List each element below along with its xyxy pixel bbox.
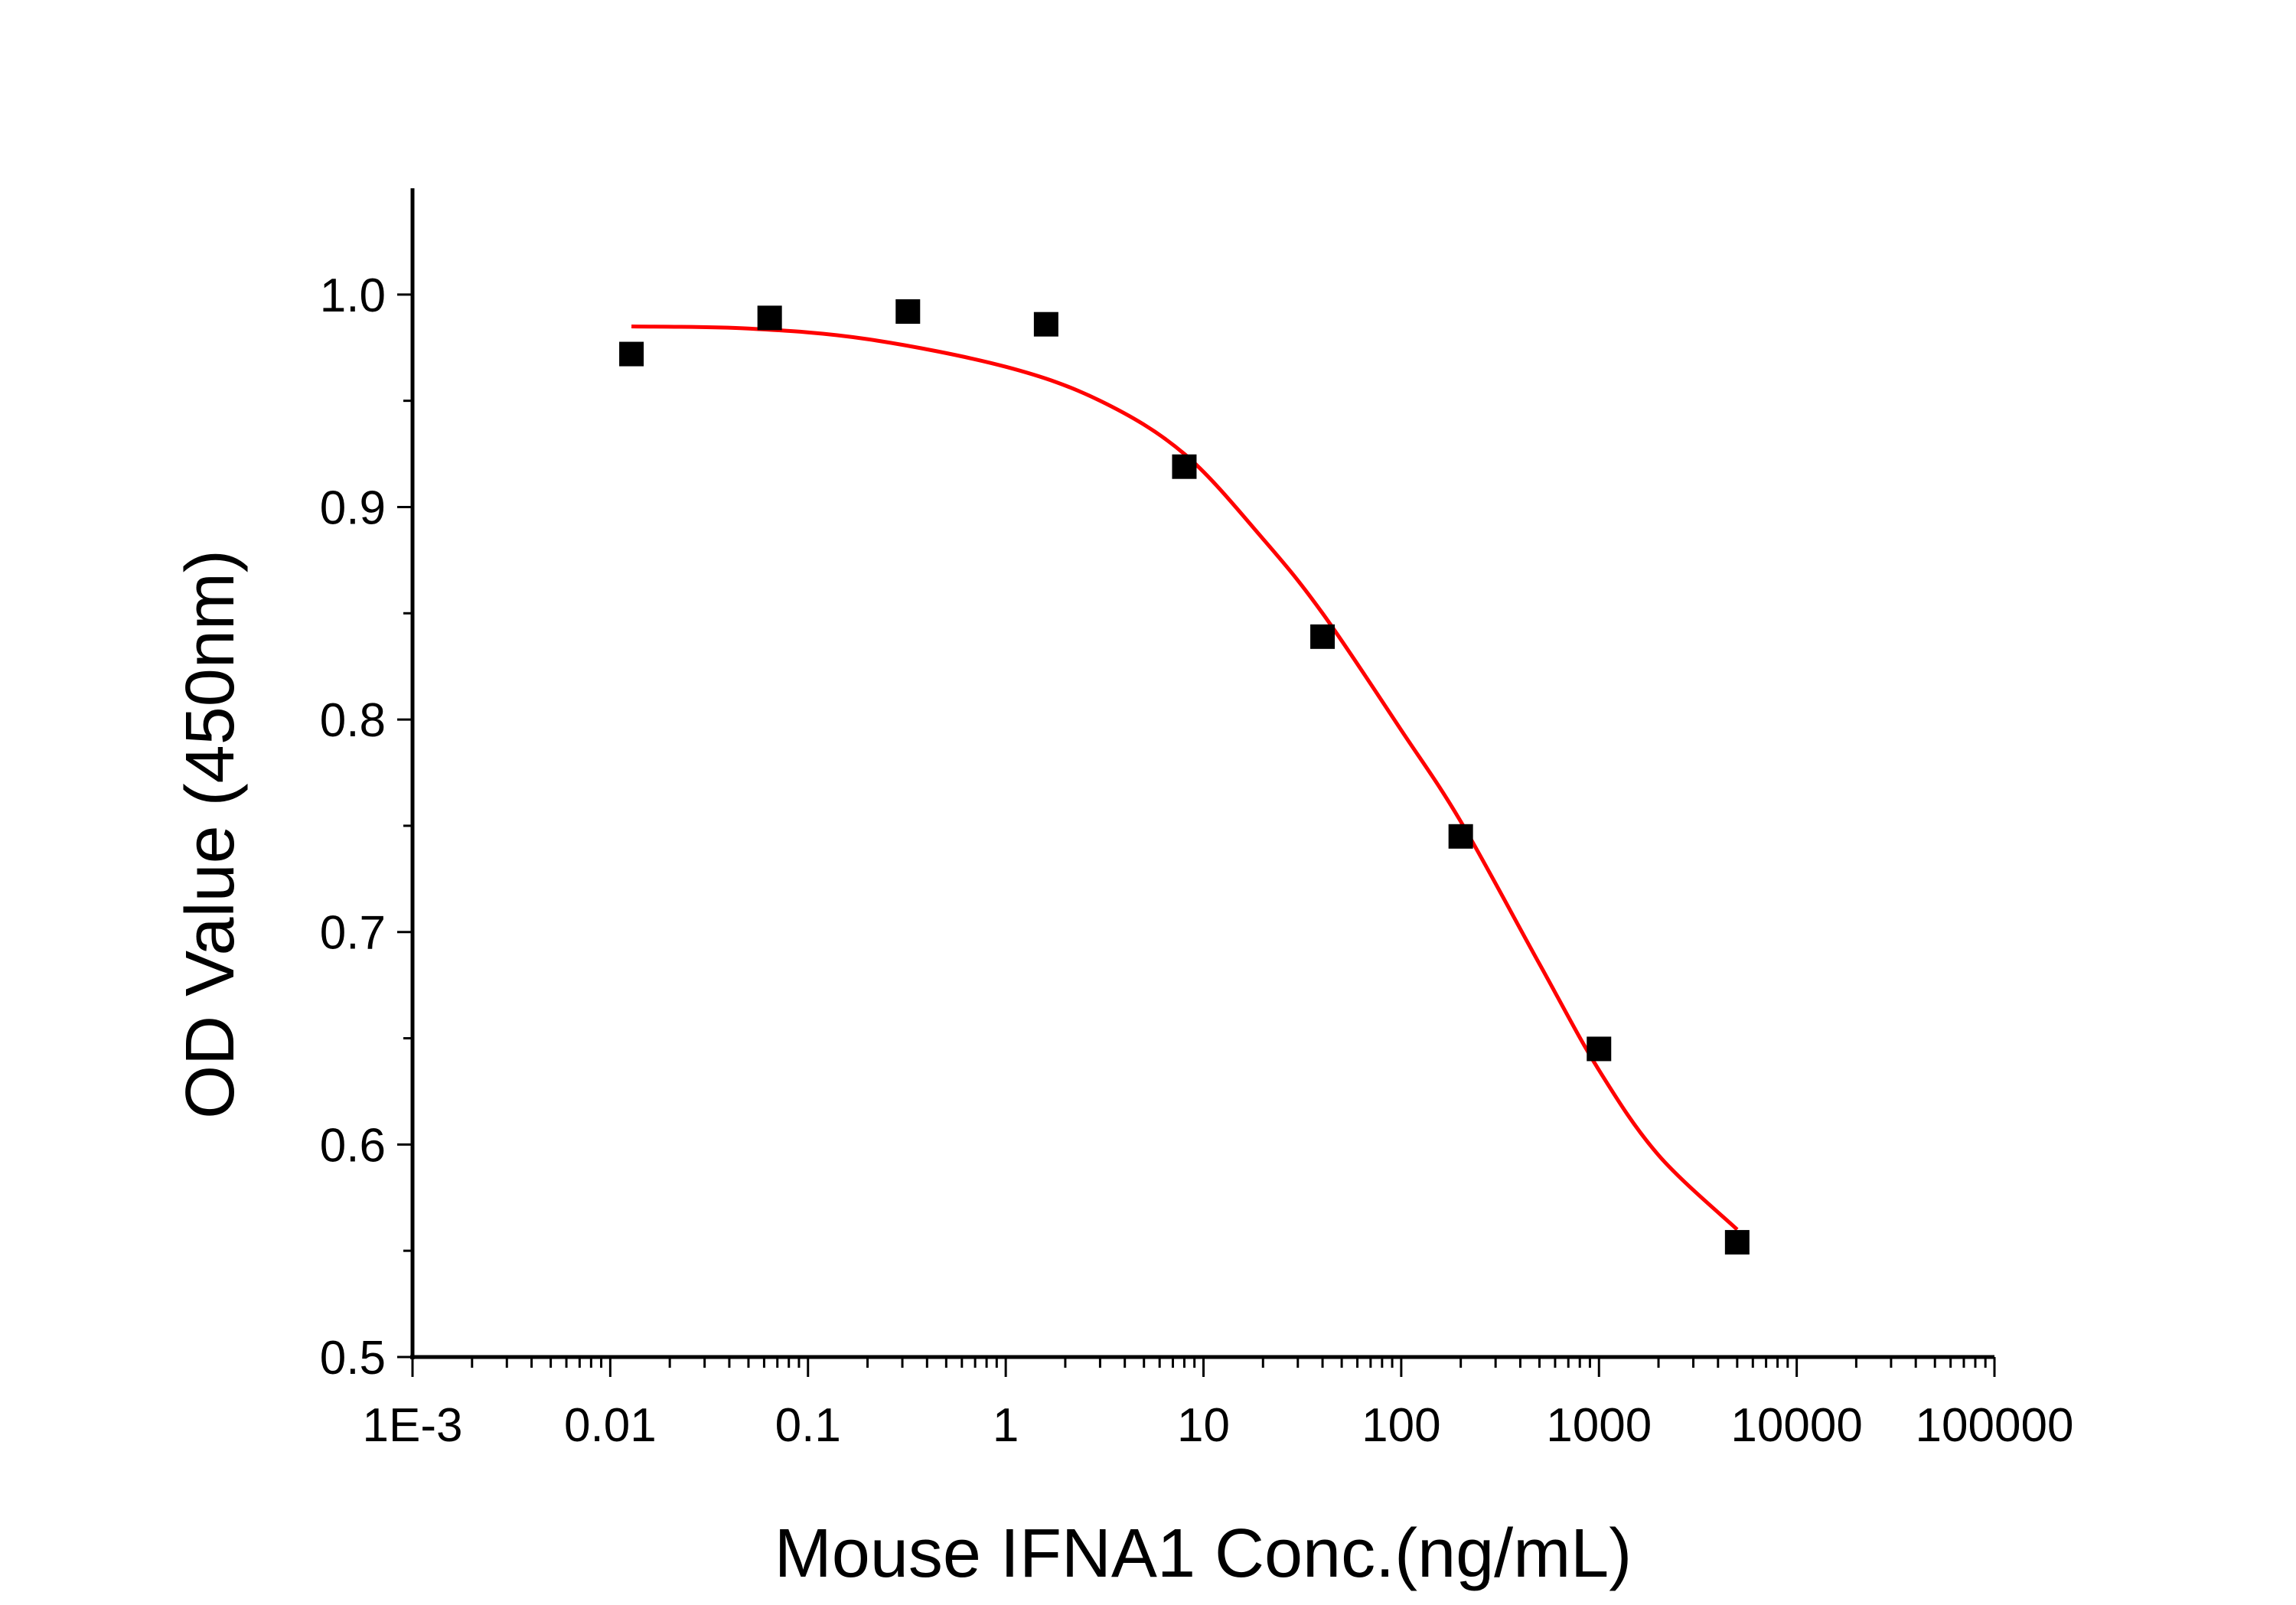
data-point [1448,824,1473,849]
y-tick-label: 1.0 [320,269,386,322]
y-tick-label: 0.7 [320,907,386,960]
x-tick-label: 0.1 [775,1399,841,1452]
y-tick-label: 0.9 [320,481,386,534]
axes: 0.5 0.6 0.7 0.8 0.9 1.0 1E-3 0.01 0.1 1 10 100 1000 1… [320,188,2074,1452]
y-tick-label: 0.6 [320,1119,386,1172]
x-tick-label: 100000 [1916,1399,2074,1452]
data-point [619,341,644,367]
fit-curve [631,324,1739,1231]
data-point [757,305,782,331]
plot-area [619,299,1750,1255]
data-point [1587,1036,1612,1062]
y-tick-label: 0.5 [320,1332,386,1385]
y-tick-label: 0.8 [320,694,386,747]
data-point [1033,312,1058,337]
x-tick-label: 1 [993,1399,1019,1452]
data-point [1172,454,1197,479]
data-point [895,299,921,325]
x-tick-label: 1000 [1546,1399,1652,1452]
data-point [1310,624,1336,649]
x-tick-label: 10 [1177,1399,1230,1452]
x-axis-title: Mouse IFNA1 Conc.(ng/mL) [775,1515,1632,1592]
y-axis-title: OD Value (450nm) [172,550,249,1119]
x-tick-label: 100 [1362,1399,1440,1452]
data-point [1724,1230,1750,1255]
x-tick-label: 0.01 [564,1399,657,1452]
x-tick-label: 10000 [1730,1399,1862,1452]
x-tick-label: 1E-3 [363,1399,463,1452]
